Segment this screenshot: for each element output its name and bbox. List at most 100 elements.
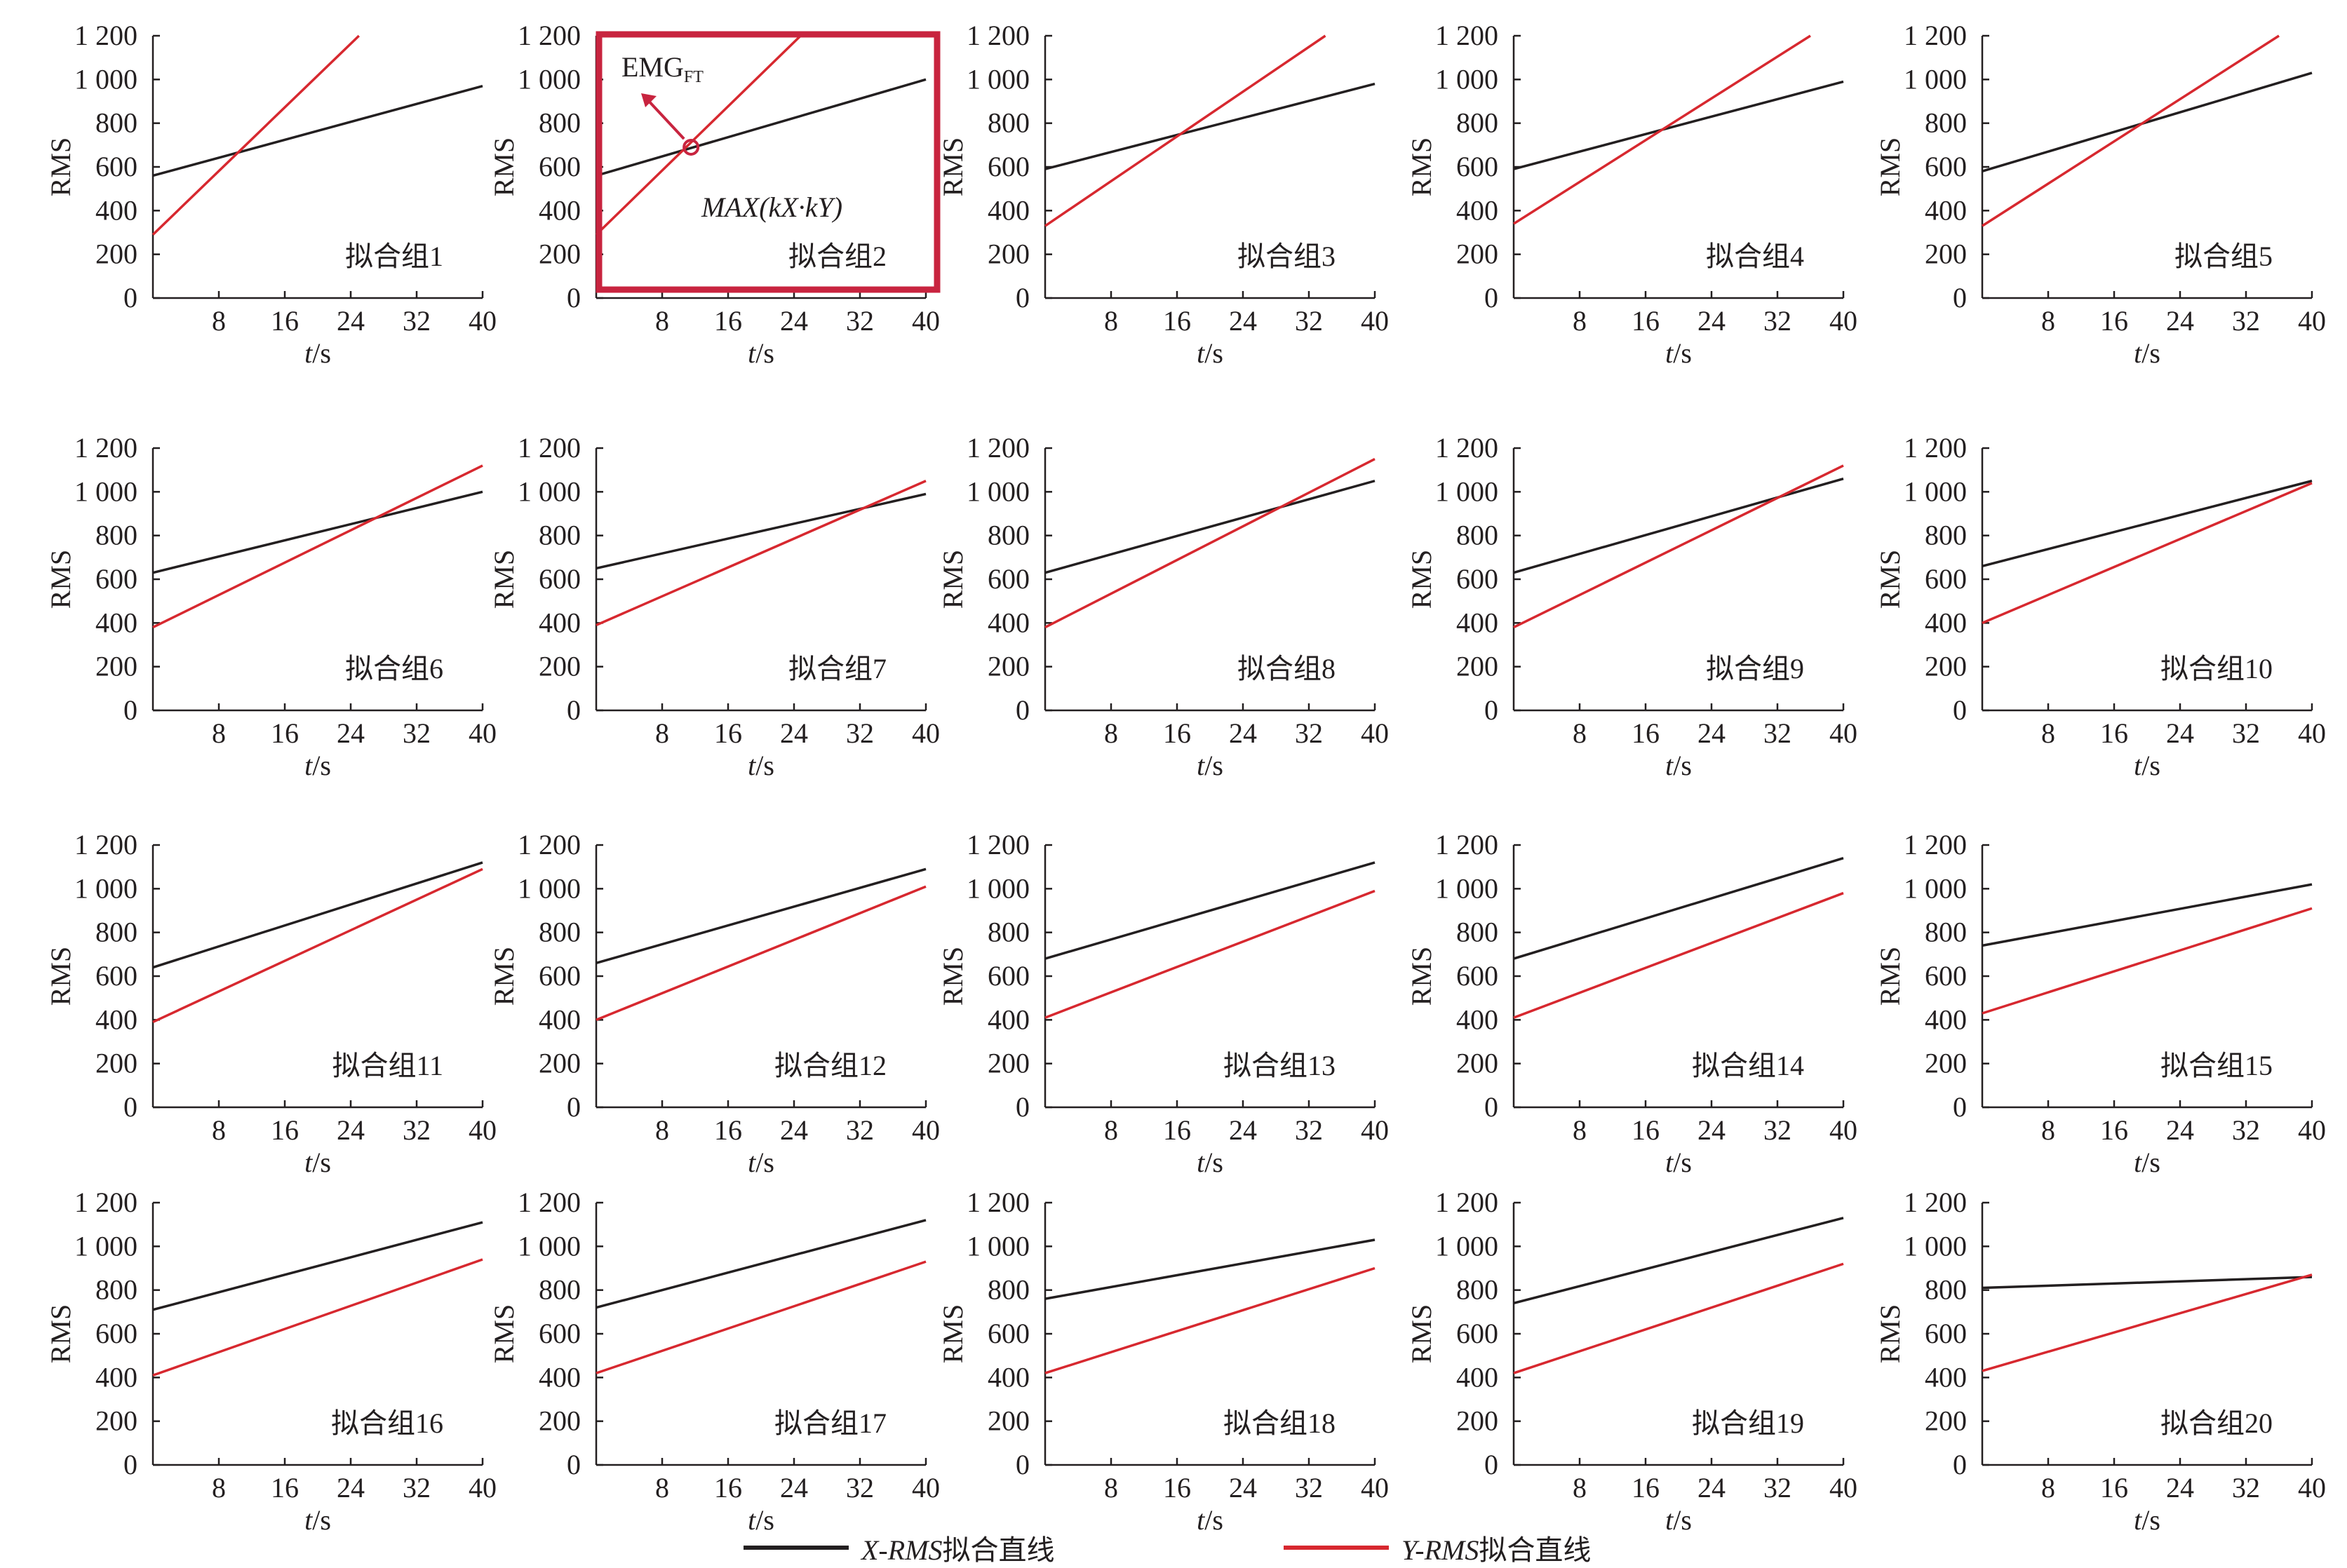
y-tick-label: 1 000 <box>1904 872 1967 904</box>
panel-label: 拟合组15 <box>2160 1050 2273 1081</box>
y-rms-fit-line <box>596 480 927 627</box>
intersection-marker <box>682 138 700 156</box>
y-tick-label: 1 000 <box>74 872 137 904</box>
x-tick-label: 8 <box>212 1472 226 1503</box>
x-tick-label: 8 <box>1573 717 1587 749</box>
x-tick-label: 8 <box>1104 1114 1118 1146</box>
y-tick-label: 0 <box>1953 694 1967 726</box>
x-tick-label: 24 <box>1229 717 1257 749</box>
legend-text-x-rms: 拟合直线 <box>942 1534 1055 1566</box>
x-tick-label: 40 <box>1361 1114 1389 1146</box>
x-tick-label: 16 <box>714 1114 742 1146</box>
x-tick-label: 16 <box>2100 717 2128 749</box>
y-axis-label: RMS <box>937 1304 969 1364</box>
y-tick-label: 1 200 <box>1435 20 1498 51</box>
series-lines <box>1513 464 1844 629</box>
x-tick-label: 8 <box>655 1472 669 1503</box>
y-tick-label: 800 <box>95 520 137 551</box>
y-tick-label: 1 000 <box>74 1230 137 1262</box>
y-rms-fit-line <box>1513 34 1811 225</box>
y-tick-label: 0 <box>123 282 137 313</box>
series-lines <box>1044 1238 1376 1374</box>
x-axis-label-unit: /s <box>1673 750 1692 781</box>
x-axis-label-unit: /s <box>312 1504 331 1536</box>
y-tick-label: 1 000 <box>1435 475 1498 507</box>
y-tick-label: 200 <box>539 651 581 682</box>
x-tick-label: 32 <box>2232 305 2260 337</box>
x-axis-label: t/s <box>1197 1504 1223 1536</box>
x-rms-fit-line <box>1044 861 1376 960</box>
y-tick-label: 800 <box>988 107 1030 139</box>
y-tick-label: 1 200 <box>74 1187 137 1218</box>
x-tick-label: 40 <box>1829 305 1857 337</box>
y-tick-label: 1 000 <box>74 475 137 507</box>
x-rms-fit-line <box>152 861 483 969</box>
x-axis-label: t/s <box>1197 750 1223 781</box>
y-tick-label: 0 <box>567 1091 581 1123</box>
x-axis-label: t/s <box>304 1504 331 1536</box>
x-tick-label: 16 <box>271 717 299 749</box>
x-axis-label-var: t <box>304 337 313 369</box>
legend-swatch-y-rms <box>1284 1546 1389 1550</box>
y-rms-fit-line <box>596 1260 927 1374</box>
x-tick-label: 32 <box>2232 1114 2260 1146</box>
y-tick-label: 200 <box>539 1048 581 1079</box>
y-tick-label: 0 <box>567 694 581 726</box>
x-tick-label: 8 <box>1104 305 1118 337</box>
x-rms-fit-line <box>152 1221 483 1311</box>
y-tick-label: 200 <box>988 238 1030 270</box>
x-rms-fit-line <box>1513 477 1844 574</box>
y-tick-label: 800 <box>1456 107 1498 139</box>
y-axis-label: RMS <box>1406 1304 1437 1364</box>
y-axis-label: RMS <box>1874 1304 1906 1364</box>
y-axis-label: RMS <box>1406 550 1437 609</box>
series-lines <box>596 1219 927 1374</box>
x-tick-label: 16 <box>714 305 742 337</box>
x-rms-fit-line <box>1982 883 2313 947</box>
x-axis-label-unit: /s <box>2141 750 2160 781</box>
x-tick-label: 40 <box>2298 1114 2326 1146</box>
x-axis-label-var: t <box>748 1147 756 1178</box>
panel-label: 拟合组9 <box>1706 653 1804 684</box>
panel-15: 0 200 400 600 800 1 000 1 200 8 16 24 32 40 RMS t/s 拟合… <box>1874 829 2326 1178</box>
x-axis-label: t/s <box>2134 337 2160 369</box>
x-tick-label: 8 <box>1573 1114 1587 1146</box>
y-tick-label: 200 <box>988 1048 1030 1079</box>
x-tick-label: 8 <box>212 717 226 749</box>
y-tick-label: 600 <box>988 960 1030 992</box>
y-tick-label: 0 <box>1953 1449 1967 1480</box>
x-tick-label: 32 <box>403 1472 431 1503</box>
x-axis-label-unit: /s <box>1673 1147 1692 1178</box>
x-axis-label-unit: /s <box>755 1147 774 1178</box>
x-tick-label: 40 <box>469 1114 497 1146</box>
x-axis-label-var: t <box>1197 1504 1205 1536</box>
y-tick-label: 1 000 <box>518 475 581 507</box>
y-tick-label: 0 <box>1953 282 1967 313</box>
y-rms-fit-line <box>595 34 802 236</box>
x-tick-label: 8 <box>2041 1472 2055 1503</box>
series-lines <box>1982 1273 2313 1372</box>
emg-ft-main: EMG <box>621 51 684 83</box>
x-tick-label: 32 <box>1763 1114 1791 1146</box>
x-axis-label: t/s <box>748 750 774 781</box>
x-axis-label-var: t <box>2134 750 2142 781</box>
x-tick-label: 8 <box>212 305 226 337</box>
x-tick-label: 24 <box>2166 1472 2194 1503</box>
y-tick-label: 800 <box>988 917 1030 948</box>
x-rms-fit-line <box>1982 72 2313 173</box>
annotation-arrowhead <box>641 93 657 107</box>
y-axis-label: RMS <box>488 137 520 197</box>
x-tick-label: 8 <box>1573 1472 1587 1503</box>
legend-item-y-rms: Y-RMS拟合直线 <box>1284 1529 1591 1567</box>
x-tick-label: 16 <box>2100 1472 2128 1503</box>
y-tick-label: 600 <box>988 151 1030 182</box>
y-tick-label: 400 <box>1925 1003 1967 1035</box>
series-lines <box>1982 34 2313 227</box>
x-tick-label: 32 <box>1763 305 1791 337</box>
x-axis-label-unit: /s <box>1204 1147 1223 1178</box>
y-axis-label: RMS <box>488 947 520 1006</box>
y-tick-label: 400 <box>539 1361 581 1393</box>
x-tick-label: 16 <box>1163 717 1191 749</box>
x-axis-label: t/s <box>304 750 331 781</box>
y-tick-label: 600 <box>1925 563 1967 595</box>
